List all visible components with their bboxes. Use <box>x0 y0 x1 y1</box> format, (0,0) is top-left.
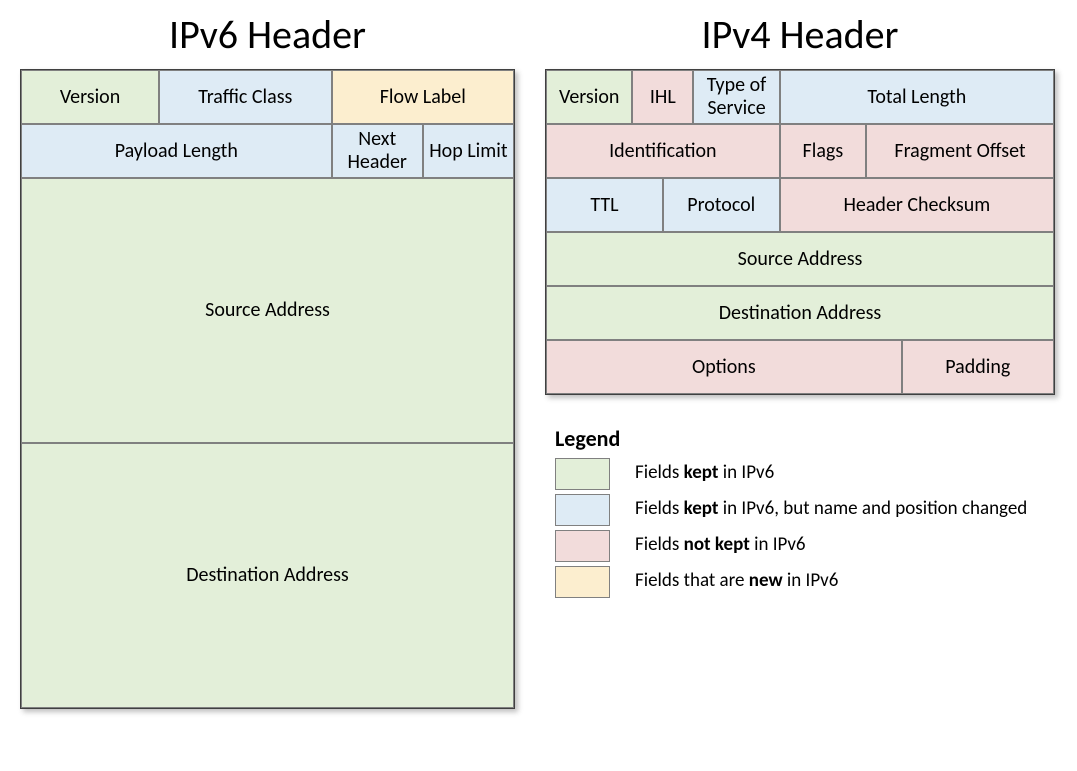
field-cell: Next Header <box>332 124 423 178</box>
field-cell: Version <box>546 70 632 124</box>
ipv4-header-table: VersionIHLType of ServiceTotal LengthIde… <box>545 69 1055 395</box>
ipv6-column: IPv6 Header VersionTraffic ClassFlow Lab… <box>20 10 515 709</box>
table-row: Payload LengthNext HeaderHop Limit <box>21 124 514 178</box>
legend-row: Fields that are new in IPv6 <box>555 566 1055 598</box>
legend-title: Legend <box>555 425 1055 452</box>
legend-swatch <box>555 494 610 526</box>
table-row: OptionsPadding <box>546 340 1054 394</box>
ipv6-header-table: VersionTraffic ClassFlow LabelPayload Le… <box>20 69 515 709</box>
field-cell: Flags <box>780 124 866 178</box>
legend-swatch <box>555 566 610 598</box>
diagram-container: IPv6 Header VersionTraffic ClassFlow Lab… <box>0 0 1077 719</box>
field-cell: Type of Service <box>693 70 779 124</box>
legend-row: Fields kept in IPv6, but name and positi… <box>555 494 1055 526</box>
field-cell: Fragment Offset <box>866 124 1054 178</box>
legend: Legend Fields kept in IPv6Fields kept in… <box>545 425 1055 602</box>
field-cell: Identification <box>546 124 780 178</box>
table-row: Source Address <box>546 232 1054 286</box>
field-cell: IHL <box>632 70 693 124</box>
table-row: VersionTraffic ClassFlow Label <box>21 70 514 124</box>
ipv4-column: IPv4 Header VersionIHLType of ServiceTot… <box>545 10 1055 709</box>
field-cell: Traffic Class <box>159 70 332 124</box>
legend-row: Fields not kept in IPv6 <box>555 530 1055 562</box>
ipv4-title: IPv4 Header <box>545 10 1055 59</box>
field-cell: Protocol <box>663 178 780 232</box>
field-cell: Padding <box>902 340 1054 394</box>
field-cell: Destination Address <box>21 443 514 708</box>
field-cell: Header Checksum <box>780 178 1054 232</box>
field-cell: Version <box>21 70 159 124</box>
table-row: Source Address <box>21 178 514 443</box>
field-cell: Payload Length <box>21 124 332 178</box>
table-row: Destination Address <box>21 443 514 708</box>
legend-items: Fields kept in IPv6 Fields kept in IPv6, … <box>555 458 1055 598</box>
legend-text: Fields that are new in IPv6 <box>635 566 838 593</box>
field-cell: Destination Address <box>546 286 1054 340</box>
legend-swatch <box>555 458 610 490</box>
field-cell: Hop Limit <box>423 124 514 178</box>
table-row: IdentificationFlagsFragment Offset <box>546 124 1054 178</box>
field-cell: Options <box>546 340 902 394</box>
ipv6-title: IPv6 Header <box>20 10 515 59</box>
table-row: TTLProtocolHeader Checksum <box>546 178 1054 232</box>
field-cell: Total Length <box>780 70 1054 124</box>
field-cell: Flow Label <box>332 70 514 124</box>
legend-text: Fields kept in IPv6, but name and positi… <box>635 494 1027 521</box>
field-cell: Source Address <box>546 232 1054 286</box>
legend-swatch <box>555 530 610 562</box>
table-row: VersionIHLType of ServiceTotal Length <box>546 70 1054 124</box>
legend-text: Fields kept in IPv6 <box>635 458 774 485</box>
legend-text: Fields not kept in IPv6 <box>635 530 806 557</box>
legend-row: Fields kept in IPv6 <box>555 458 1055 490</box>
field-cell: Source Address <box>21 178 514 443</box>
table-row: Destination Address <box>546 286 1054 340</box>
field-cell: TTL <box>546 178 663 232</box>
